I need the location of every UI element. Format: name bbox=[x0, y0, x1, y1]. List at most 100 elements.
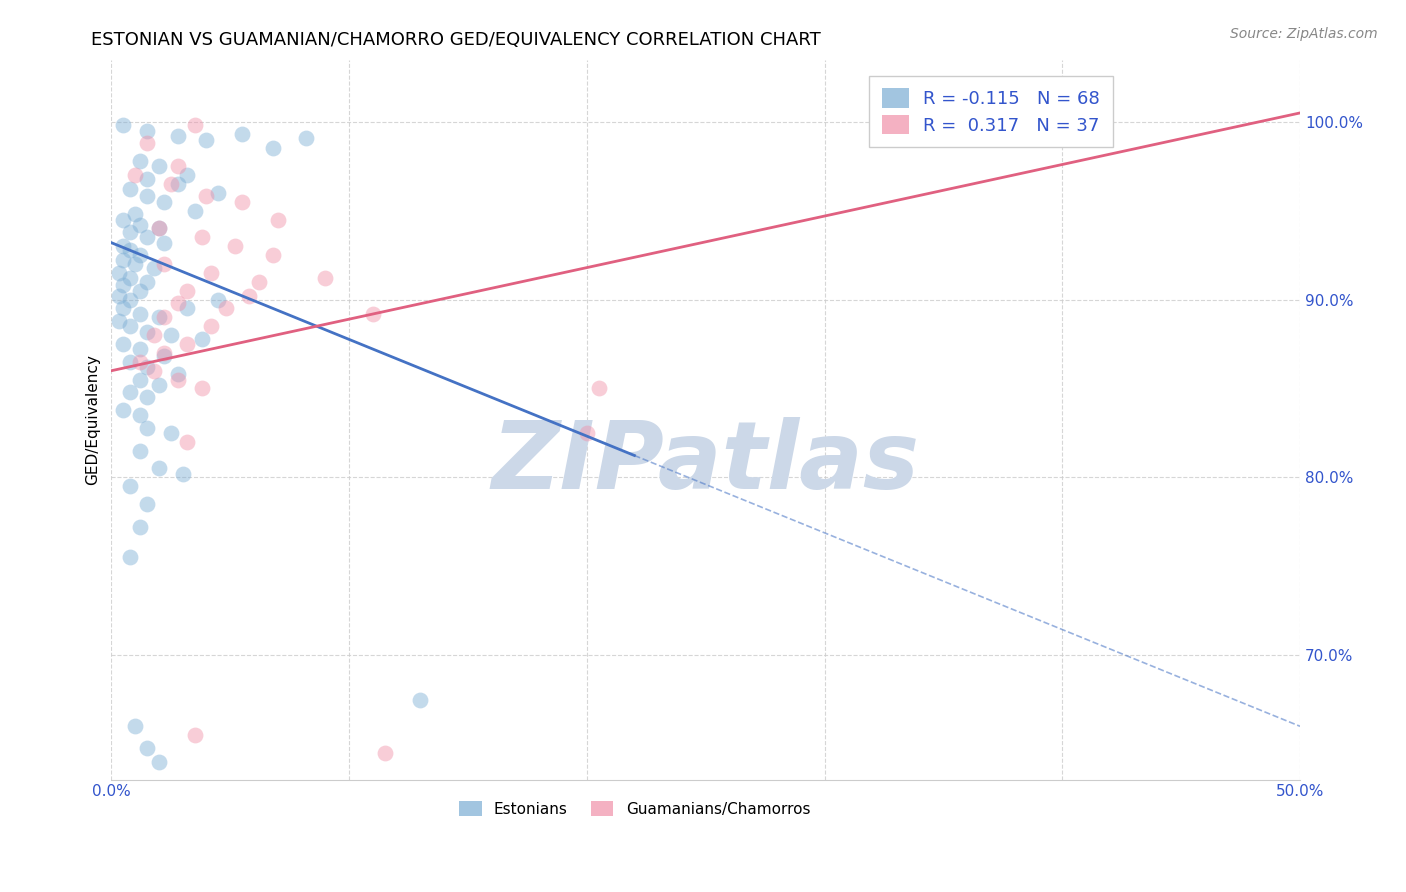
Point bbox=[167, 159, 190, 173]
Point bbox=[200, 319, 222, 334]
Point bbox=[214, 301, 236, 316]
Point bbox=[112, 212, 135, 227]
Point bbox=[148, 461, 170, 475]
Point bbox=[136, 124, 159, 138]
Point bbox=[120, 182, 142, 196]
Point bbox=[238, 289, 260, 303]
Point bbox=[148, 755, 170, 769]
Point bbox=[136, 136, 159, 150]
Point bbox=[120, 355, 142, 369]
Point bbox=[200, 266, 222, 280]
Point bbox=[112, 402, 135, 417]
Point bbox=[190, 382, 212, 396]
Point bbox=[129, 343, 152, 357]
Point bbox=[112, 119, 135, 133]
Point bbox=[207, 186, 229, 200]
Point bbox=[148, 310, 170, 325]
Point bbox=[124, 719, 146, 733]
Point bbox=[129, 373, 152, 387]
Point bbox=[136, 740, 159, 755]
Point bbox=[152, 310, 174, 325]
Point bbox=[167, 368, 190, 382]
Point bbox=[160, 328, 183, 343]
Point bbox=[129, 307, 152, 321]
Point bbox=[136, 275, 159, 289]
Point bbox=[136, 497, 159, 511]
Point bbox=[314, 271, 336, 285]
Point bbox=[588, 382, 610, 396]
Point bbox=[129, 284, 152, 298]
Point bbox=[361, 307, 384, 321]
Point bbox=[195, 133, 218, 147]
Point bbox=[112, 337, 135, 351]
Point bbox=[120, 479, 142, 493]
Y-axis label: GED/Equivalency: GED/Equivalency bbox=[86, 354, 100, 485]
Point bbox=[107, 314, 129, 328]
Point bbox=[112, 278, 135, 293]
Point bbox=[183, 203, 205, 218]
Point bbox=[231, 128, 253, 142]
Point bbox=[129, 355, 152, 369]
Point bbox=[136, 230, 159, 244]
Point bbox=[267, 212, 290, 227]
Point bbox=[167, 296, 190, 310]
Point bbox=[124, 168, 146, 182]
Point bbox=[152, 235, 174, 250]
Point bbox=[112, 239, 135, 253]
Point bbox=[575, 425, 598, 440]
Point bbox=[148, 378, 170, 392]
Point bbox=[167, 373, 190, 387]
Point bbox=[183, 728, 205, 742]
Point bbox=[176, 168, 198, 182]
Point bbox=[295, 131, 318, 145]
Point bbox=[124, 207, 146, 221]
Point bbox=[136, 390, 159, 404]
Point bbox=[148, 159, 170, 173]
Point bbox=[129, 248, 152, 262]
Point bbox=[231, 194, 253, 209]
Point bbox=[120, 550, 142, 565]
Point bbox=[148, 221, 170, 235]
Point bbox=[167, 177, 190, 191]
Point bbox=[129, 218, 152, 232]
Point bbox=[129, 520, 152, 534]
Point bbox=[124, 257, 146, 271]
Point bbox=[183, 119, 205, 133]
Point bbox=[129, 153, 152, 168]
Point bbox=[143, 328, 166, 343]
Point bbox=[176, 434, 198, 449]
Point bbox=[120, 225, 142, 239]
Point bbox=[107, 289, 129, 303]
Point bbox=[152, 194, 174, 209]
Point bbox=[120, 385, 142, 400]
Point bbox=[195, 189, 218, 203]
Point bbox=[136, 325, 159, 339]
Point bbox=[120, 271, 142, 285]
Point bbox=[143, 364, 166, 378]
Point bbox=[143, 260, 166, 275]
Point bbox=[152, 257, 174, 271]
Point bbox=[136, 171, 159, 186]
Point bbox=[112, 253, 135, 268]
Point bbox=[129, 408, 152, 422]
Point bbox=[176, 284, 198, 298]
Text: ZIPatlas: ZIPatlas bbox=[492, 417, 920, 508]
Text: Source: ZipAtlas.com: Source: ZipAtlas.com bbox=[1230, 27, 1378, 41]
Point bbox=[107, 266, 129, 280]
Point bbox=[136, 420, 159, 434]
Point bbox=[152, 350, 174, 364]
Point bbox=[160, 425, 183, 440]
Point bbox=[136, 360, 159, 375]
Point bbox=[148, 221, 170, 235]
Point bbox=[129, 443, 152, 458]
Point bbox=[207, 293, 229, 307]
Point bbox=[409, 692, 432, 706]
Point bbox=[247, 275, 270, 289]
Text: ESTONIAN VS GUAMANIAN/CHAMORRO GED/EQUIVALENCY CORRELATION CHART: ESTONIAN VS GUAMANIAN/CHAMORRO GED/EQUIV… bbox=[91, 31, 821, 49]
Point bbox=[224, 239, 246, 253]
Point bbox=[262, 248, 284, 262]
Point bbox=[190, 332, 212, 346]
Point bbox=[120, 243, 142, 257]
Point bbox=[120, 293, 142, 307]
Point bbox=[172, 467, 194, 481]
